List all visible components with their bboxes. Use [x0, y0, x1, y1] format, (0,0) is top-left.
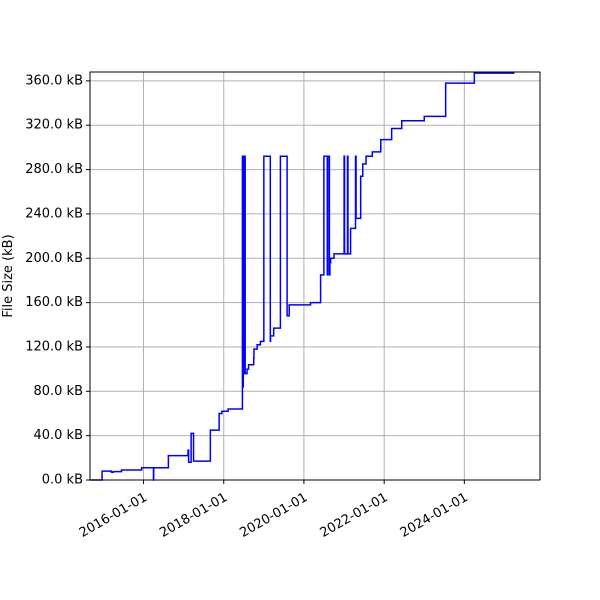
- x-tick-label: 2020-01-01: [237, 490, 310, 541]
- series-layer: [90, 72, 515, 481]
- y-tick-label: 240.0 kB: [25, 206, 83, 221]
- y-gridlines: [90, 80, 540, 481]
- y-tick-label: 0.0 kB: [42, 473, 83, 488]
- y-tick-label: 360.0 kB: [25, 73, 83, 88]
- y-axis-ticks: 0.0 kB 40.0 kB 80.0 kB 120.0 kB 160.0 kB 200.…: [25, 73, 90, 488]
- y-tick-label: 280.0 kB: [25, 162, 83, 177]
- x-tick-label: 2018-01-01: [157, 490, 230, 541]
- y-tick-label: 80.0 kB: [33, 384, 83, 399]
- y-tick-label: 160.0 kB: [25, 295, 83, 310]
- y-tick-label: 200.0 kB: [25, 251, 83, 266]
- y-axis-label: File Size (kB): [1, 234, 16, 317]
- series-line: [90, 72, 515, 481]
- y-tick-label: 40.0 kB: [33, 428, 83, 443]
- x-tick-label: 2016-01-01: [77, 490, 150, 541]
- x-gridlines: [142, 72, 465, 480]
- plot-frame: [89, 71, 541, 481]
- y-tick-label: 320.0 kB: [25, 118, 83, 133]
- x-tick-label: 2022-01-01: [318, 490, 391, 541]
- x-tick-label: 2024-01-01: [398, 490, 471, 541]
- y-tick-label: 120.0 kB: [25, 339, 83, 354]
- x-axis-ticks: 2016-01-01 2018-01-01 2020-01-01 2022-01-01…: [77, 480, 471, 541]
